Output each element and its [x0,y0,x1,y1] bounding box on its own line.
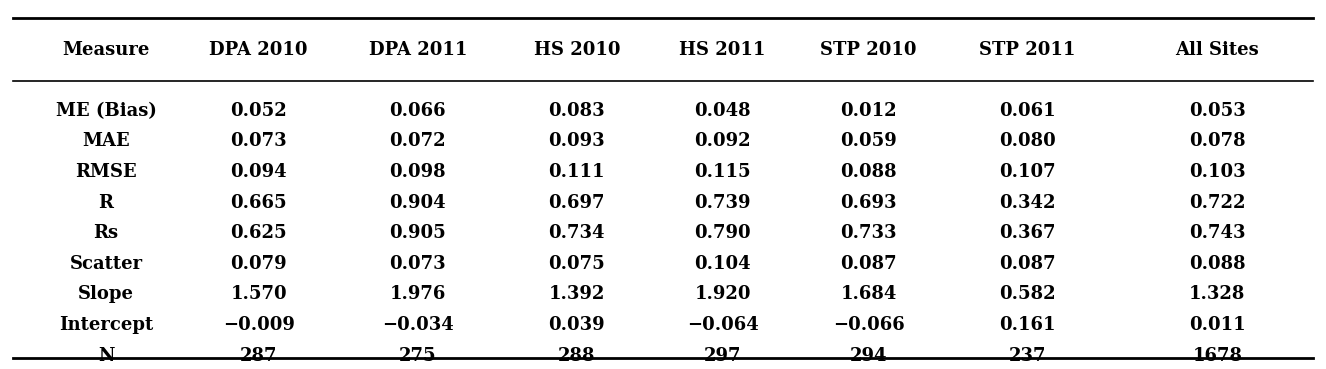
Text: 294: 294 [850,347,887,365]
Text: 0.072: 0.072 [390,132,446,150]
Text: 288: 288 [558,347,595,365]
Text: 0.080: 0.080 [1000,132,1055,150]
Text: 237: 237 [1009,347,1046,365]
Text: 0.012: 0.012 [841,102,896,120]
Text: 0.104: 0.104 [695,255,751,273]
Text: 0.087: 0.087 [841,255,896,273]
Text: 1678: 1678 [1192,347,1242,365]
Text: 0.733: 0.733 [841,224,896,242]
Text: 0.111: 0.111 [549,163,605,181]
Text: Scatter: Scatter [69,255,143,273]
Text: DPA 2011: DPA 2011 [369,41,467,59]
Text: 287: 287 [240,347,277,365]
Text: 1.920: 1.920 [695,286,751,303]
Text: 0.904: 0.904 [390,194,446,211]
Text: −0.066: −0.066 [833,316,904,334]
Text: 0.739: 0.739 [695,194,751,211]
Text: 0.078: 0.078 [1189,132,1245,150]
Text: 0.115: 0.115 [695,163,751,181]
Text: 0.059: 0.059 [841,132,896,150]
Text: −0.034: −0.034 [382,316,453,334]
Text: STP 2011: STP 2011 [980,41,1075,59]
Text: 0.073: 0.073 [231,132,286,150]
Text: 0.905: 0.905 [390,224,446,242]
Text: 0.342: 0.342 [1000,194,1055,211]
Text: 0.048: 0.048 [695,102,751,120]
Text: 0.093: 0.093 [549,132,605,150]
Text: 0.088: 0.088 [1189,255,1245,273]
Text: 0.722: 0.722 [1189,194,1245,211]
Text: 0.087: 0.087 [1000,255,1055,273]
Text: 297: 297 [704,347,741,365]
Text: 0.790: 0.790 [695,224,751,242]
Text: 0.693: 0.693 [841,194,896,211]
Text: 0.073: 0.073 [390,255,446,273]
Text: 0.367: 0.367 [1000,224,1055,242]
Text: 0.625: 0.625 [231,224,286,242]
Text: 275: 275 [399,347,436,365]
Text: 0.052: 0.052 [231,102,286,120]
Text: ME (Bias): ME (Bias) [56,102,156,120]
Text: 0.743: 0.743 [1189,224,1245,242]
Text: Slope: Slope [78,286,134,303]
Text: 1.976: 1.976 [390,286,446,303]
Text: 0.103: 0.103 [1189,163,1245,181]
Text: 0.075: 0.075 [549,255,605,273]
Text: 0.665: 0.665 [231,194,286,211]
Text: All Sites: All Sites [1175,41,1260,59]
Text: HS 2010: HS 2010 [533,41,621,59]
Text: 0.734: 0.734 [549,224,605,242]
Text: 0.053: 0.053 [1189,102,1245,120]
Text: 0.011: 0.011 [1189,316,1245,334]
Text: RMSE: RMSE [76,163,137,181]
Text: Rs: Rs [94,224,118,242]
Text: Intercept: Intercept [58,316,154,334]
Text: MAE: MAE [82,132,130,150]
Text: 0.083: 0.083 [549,102,605,120]
Text: 0.066: 0.066 [390,102,446,120]
Text: STP 2010: STP 2010 [821,41,916,59]
Text: R: R [98,194,114,211]
Text: 1.328: 1.328 [1189,286,1245,303]
Text: 0.039: 0.039 [549,316,605,334]
Text: 0.161: 0.161 [1000,316,1055,334]
Text: −0.009: −0.009 [223,316,294,334]
Text: 1.392: 1.392 [549,286,605,303]
Text: 1.570: 1.570 [231,286,286,303]
Text: 0.079: 0.079 [231,255,286,273]
Text: 0.582: 0.582 [1000,286,1055,303]
Text: HS 2011: HS 2011 [679,41,766,59]
Text: 0.088: 0.088 [841,163,896,181]
Text: 0.098: 0.098 [390,163,446,181]
Text: −0.064: −0.064 [687,316,758,334]
Text: 0.107: 0.107 [1000,163,1055,181]
Text: 0.697: 0.697 [549,194,605,211]
Text: Measure: Measure [62,41,150,59]
Text: N: N [98,347,114,365]
Text: 0.094: 0.094 [231,163,286,181]
Text: 1.684: 1.684 [841,286,896,303]
Text: 0.061: 0.061 [1000,102,1055,120]
Text: 0.092: 0.092 [695,132,751,150]
Text: DPA 2010: DPA 2010 [210,41,308,59]
